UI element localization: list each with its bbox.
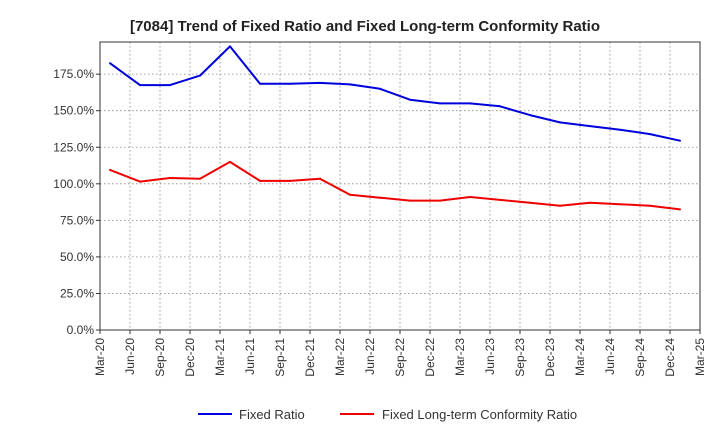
y-tick-label: 75.0% [60,213,94,227]
x-tick-label: Mar-20 [93,338,107,376]
data-point [559,121,561,124]
data-point [559,204,561,207]
y-tick-label: 25.0% [60,286,94,300]
series-0 [109,45,681,142]
data-point [169,177,171,179]
plot-frame [99,41,701,331]
data-point [289,82,291,85]
data-point [199,177,201,180]
data-point [199,74,201,77]
x-tick-label: Jun-23 [483,338,497,375]
y-tick-label: 0.0% [67,323,95,337]
x-tick-label: Jun-21 [243,338,257,375]
x-tick-label: Mar-24 [573,338,587,376]
x-tick-label: Mar-22 [333,338,347,376]
chart-title: [7084] Trend of Fixed Ratio and Fixed Lo… [130,18,600,35]
data-point [139,84,141,87]
x-tick-label: Dec-20 [183,338,197,377]
x-tick-label: Sep-20 [153,338,167,377]
legend: Fixed Ratio Fixed Long-term Conformity Ra… [198,407,577,422]
data-point [469,196,471,198]
data-point [259,179,261,182]
y-tick-label: 100.0% [53,177,94,191]
y-tick-label: 50.0% [60,250,94,264]
y-tick-label: 125.0% [53,140,94,154]
data-point [529,114,531,117]
x-tick-label: Dec-22 [423,338,437,377]
x-tick-label: Dec-24 [663,338,677,377]
data-point [679,208,681,211]
series-line [109,160,681,211]
data-point [619,203,621,206]
x-tick-label: Mar-23 [453,338,467,376]
data-point [439,199,441,202]
y-tick-label: 150.0% [53,104,94,118]
data-point [349,83,351,86]
series-line [109,45,681,142]
data-point [319,81,321,84]
data-point [289,179,291,182]
y-tick-label: 175.0% [53,67,94,81]
data-point [499,105,501,108]
data-point [619,128,621,131]
data-point [109,62,111,65]
data-point [409,199,411,202]
data-point [649,133,651,136]
data-point [379,87,381,90]
x-tick-label: Jun-22 [363,338,377,375]
x-tick-label: Jun-20 [123,338,137,375]
data-point [259,82,261,85]
axis-layer: Mar-20 Jun-20 Sep-20 Dec-20 Mar-21 Jun-21 Sep-… [53,41,707,377]
legend-label: Fixed Ratio [239,407,305,422]
data-point [589,125,591,128]
x-tick-label: Dec-21 [303,338,317,377]
data-point [439,102,441,105]
legend-item: Fixed Long-term Conformity Ratio [340,407,577,422]
data-point [589,201,591,204]
x-tick-label: Sep-21 [273,338,287,377]
data-point [499,198,501,201]
legend-item: Fixed Ratio [198,407,305,422]
data-point [229,45,231,48]
data-point [649,204,651,207]
x-tick-label: Dec-23 [543,338,557,377]
data-point [229,160,231,163]
data-point [319,177,321,180]
data-point [409,98,411,101]
data-point [139,180,141,183]
data-point [529,201,531,204]
x-tick-label: Sep-24 [633,338,647,377]
x-tick-label: Sep-22 [393,338,407,377]
series-1 [109,160,681,211]
x-tick-label: Jun-24 [603,338,617,375]
x-tick-label: Mar-25 [693,338,707,376]
legend-label: Fixed Long-term Conformity Ratio [382,407,577,422]
grid-layer [100,42,700,330]
data-point [349,193,351,196]
data-point [109,168,111,171]
data-point [379,196,381,199]
series-layer [109,45,681,211]
data-point [679,139,681,142]
data-point [469,102,471,105]
x-tick-label: Sep-23 [513,338,527,377]
data-point [169,84,171,87]
x-tick-label: Mar-21 [213,338,227,376]
